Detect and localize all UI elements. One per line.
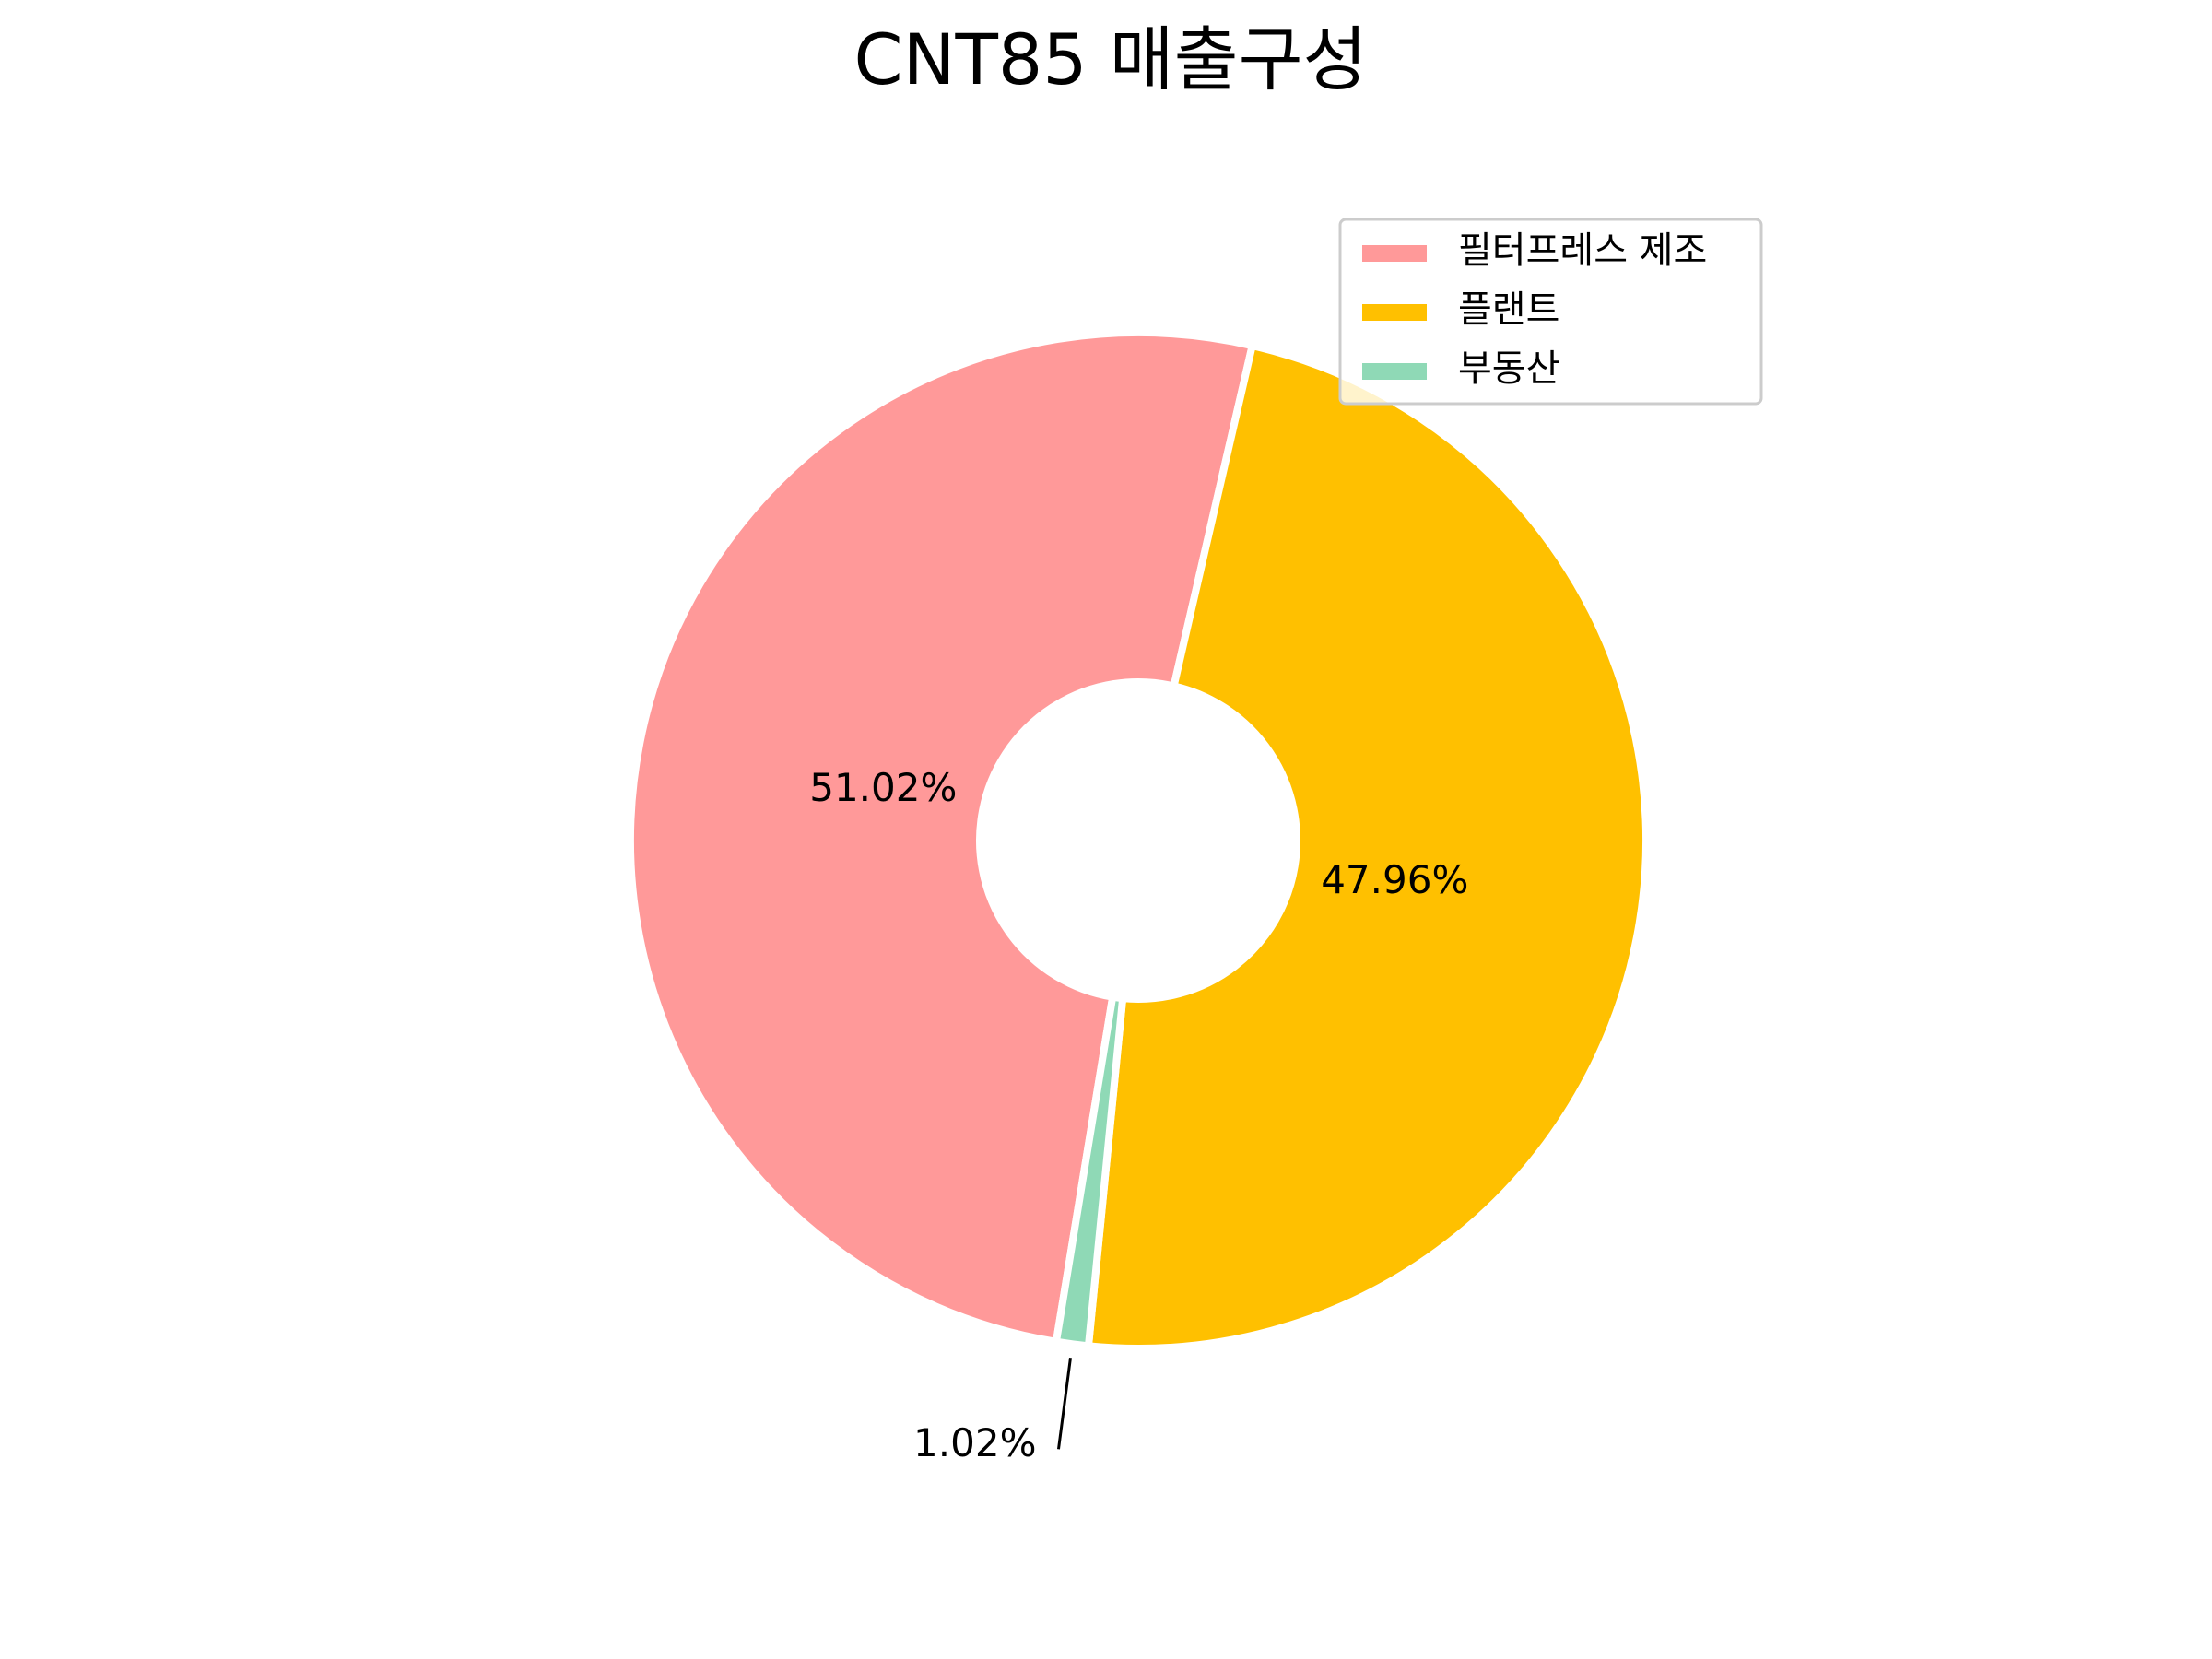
legend-swatch	[1362, 304, 1427, 321]
legend-label: 필터프레스 제조	[1458, 229, 1707, 272]
data-label: 1.02%	[913, 1420, 1036, 1465]
data-label: 51.02%	[809, 765, 957, 810]
wedge	[1052, 993, 1127, 1350]
legend-swatch	[1362, 363, 1427, 380]
legend-label: 부동산	[1458, 347, 1559, 390]
legend-swatch	[1362, 245, 1427, 262]
legend-box	[1338, 218, 1763, 406]
data-label: 47.96%	[1321, 857, 1468, 902]
legend-label: 플랜트	[1458, 288, 1559, 331]
chart-title: CNT85 매출구성	[854, 18, 1368, 100]
wedge	[1084, 341, 1650, 1352]
leader-line	[1056, 1358, 1072, 1450]
